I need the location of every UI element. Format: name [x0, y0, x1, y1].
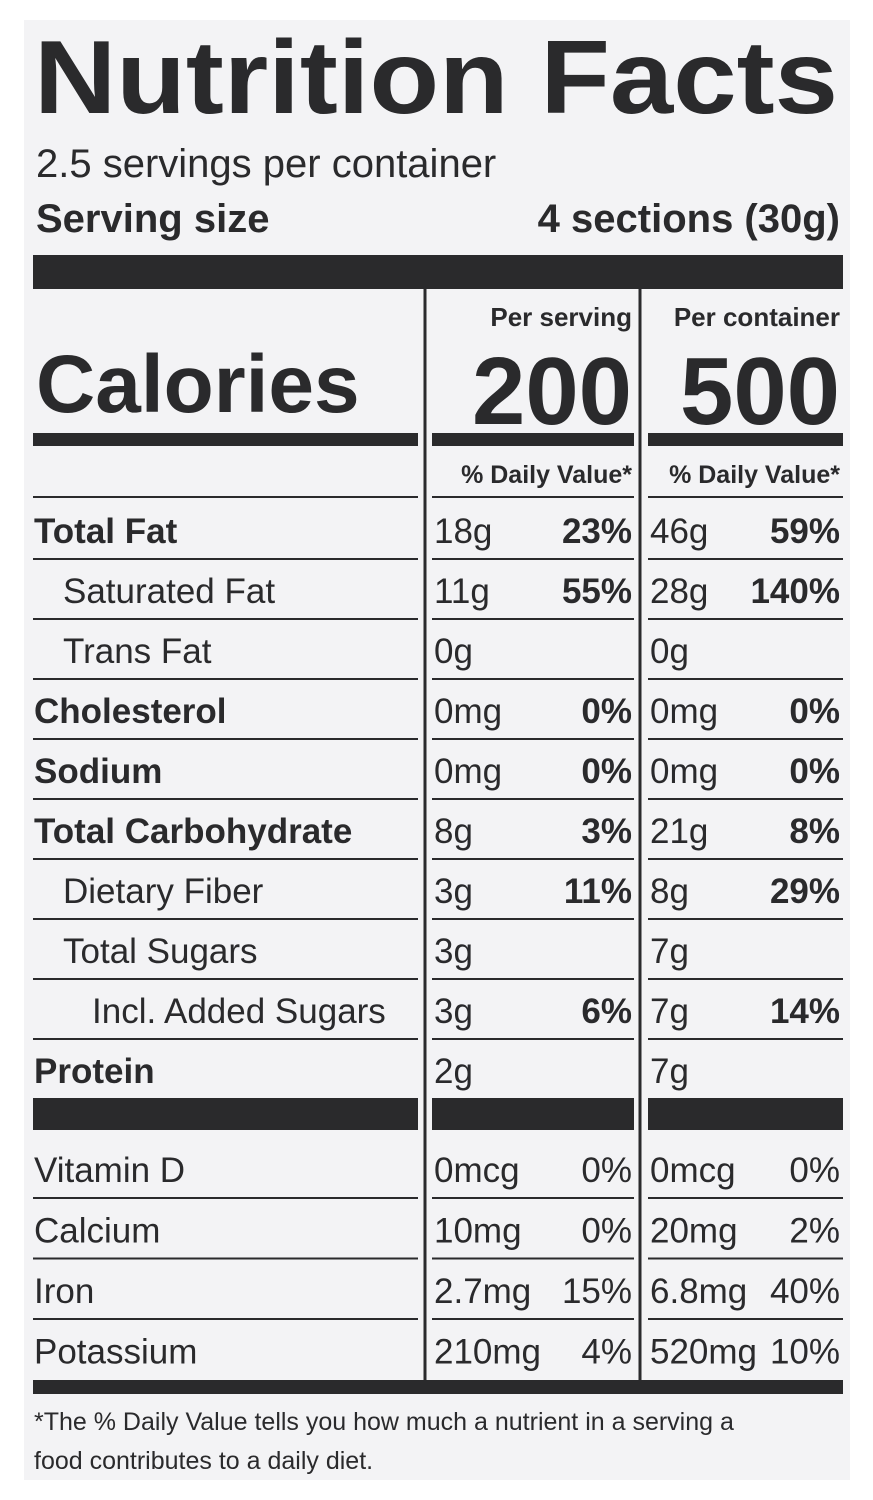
nutrient-name: Potassium [34, 1333, 197, 1372]
serving-size-label: Serving size [36, 197, 269, 241]
amount: 0mcg [434, 1151, 520, 1190]
daily-value: 29% [770, 872, 840, 911]
nutrient-name: Calcium [34, 1212, 160, 1251]
daily-value: 0% [789, 692, 840, 731]
daily-value: 0% [581, 692, 632, 731]
daily-value: 140% [750, 572, 840, 611]
amount: 3g [434, 992, 473, 1031]
daily-value: 0% [581, 752, 632, 791]
daily-value: 8% [789, 812, 840, 851]
daily-value: 15% [562, 1272, 632, 1311]
daily-value: 55% [562, 572, 632, 611]
amount: 3g [434, 932, 473, 971]
amount: 0mcg [650, 1151, 736, 1190]
amount: 2.7mg [434, 1272, 531, 1311]
daily-value: 0% [581, 1212, 632, 1251]
dv-header: % Daily Value* [461, 461, 632, 489]
amount: 10mg [434, 1212, 522, 1251]
nutrient-name: Total Sugars [63, 932, 258, 971]
nutrient-name: Trans Fat [63, 632, 212, 671]
section-bar [648, 433, 843, 446]
amount: 0mg [434, 752, 502, 791]
daily-value: 0% [789, 1151, 840, 1190]
daily-value: 6% [581, 992, 632, 1031]
amount: 7g [650, 932, 689, 971]
daily-value: 0% [789, 752, 840, 791]
amount: 28g [650, 572, 708, 611]
nutrient-name: Dietary Fiber [63, 872, 264, 911]
daily-value: 40% [770, 1272, 840, 1311]
amount: 0mg [650, 692, 718, 731]
nutrient-name: Cholesterol [34, 692, 227, 731]
amount: 7g [650, 992, 689, 1031]
calories-value: 200 [472, 338, 632, 445]
daily-value: 0% [581, 1151, 632, 1190]
amount: 0g [650, 632, 689, 671]
daily-value: 4% [581, 1333, 632, 1372]
calories-value: 500 [680, 338, 840, 445]
daily-value: 3% [581, 812, 632, 851]
amount: 46g [650, 512, 708, 551]
nutrient-name: Total Carbohydrate [34, 812, 352, 851]
footnote-line: *The % Daily Value tells you how much a … [34, 1408, 734, 1436]
amount: 8g [434, 812, 473, 851]
amount: 3g [434, 872, 473, 911]
amount: 7g [650, 1052, 689, 1091]
footnote-line: food contributes to a daily diet. [34, 1447, 373, 1475]
nutrient-name: Vitamin D [34, 1151, 185, 1190]
amount: 520mg [650, 1333, 757, 1372]
daily-value: 11% [564, 872, 632, 911]
nutrient-name: Incl. Added Sugars [92, 992, 386, 1031]
nutrient-name: Iron [34, 1272, 94, 1311]
daily-value: 10% [770, 1333, 840, 1372]
serving-size-value: 4 sections (30g) [538, 197, 840, 241]
section-bar [432, 1098, 634, 1130]
amount: 0g [434, 632, 473, 671]
daily-value: 23% [562, 512, 632, 551]
amount: 8g [650, 872, 689, 911]
nutrient-name: Sodium [34, 752, 162, 791]
thick-bar [33, 255, 843, 289]
servings: 2.5 servings per container [36, 142, 496, 186]
bottom-bar [33, 1380, 843, 1394]
daily-value: 2% [789, 1212, 840, 1251]
section-bar [33, 1098, 418, 1130]
column-header: Per serving [490, 302, 632, 332]
amount: 210mg [434, 1333, 541, 1372]
nutrient-name: Saturated Fat [63, 572, 275, 611]
nutrient-name: Total Fat [34, 512, 178, 551]
calories-label: Calories [36, 339, 360, 430]
amount: 21g [650, 812, 708, 851]
daily-value: 59% [770, 512, 840, 551]
amount: 0mg [434, 692, 502, 731]
nutrient-name: Protein [34, 1052, 155, 1091]
section-bar [648, 1098, 843, 1130]
amount: 18g [434, 512, 492, 551]
amount: 20mg [650, 1212, 738, 1251]
section-bar [432, 433, 634, 446]
amount: 6.8mg [650, 1272, 747, 1311]
column-header: Per container [674, 302, 840, 332]
amount: 2g [434, 1052, 473, 1091]
amount: 0mg [650, 752, 718, 791]
amount: 11g [434, 572, 490, 611]
title: Nutrition Facts [34, 20, 838, 136]
section-bar [33, 433, 418, 446]
dv-header: % Daily Value* [669, 461, 840, 489]
daily-value: 14% [770, 992, 840, 1031]
